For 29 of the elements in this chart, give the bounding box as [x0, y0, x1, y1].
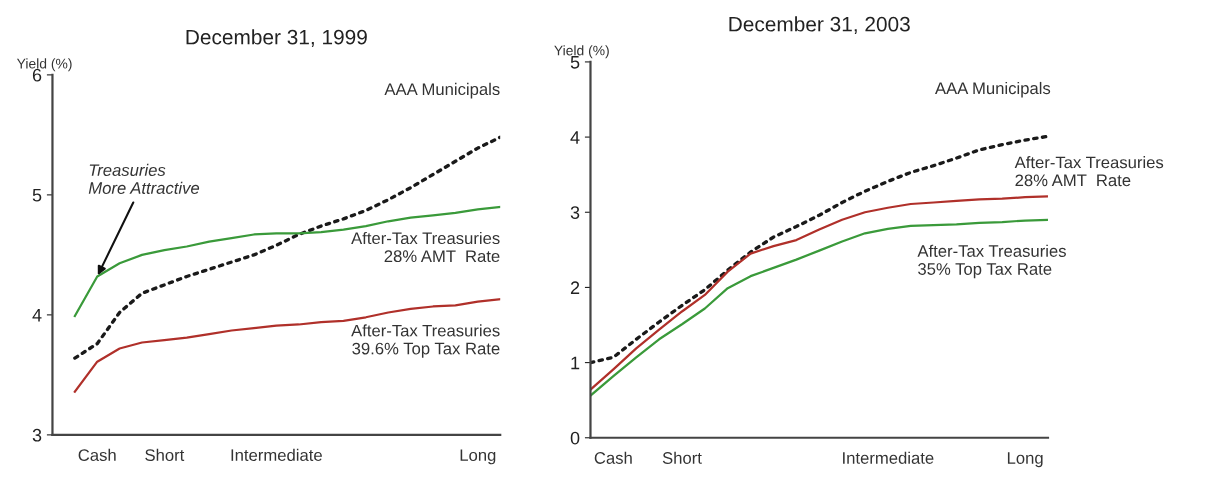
y-tick-label: 0 [570, 431, 580, 445]
y-tick-label: 5 [570, 56, 580, 69]
y-tick-label: 3 [32, 428, 42, 442]
y-tick-label: 2 [570, 281, 580, 294]
x-tick-label: Long [1007, 452, 1043, 468]
text: AAA Municipals [384, 82, 500, 99]
y-tick-label: 4 [570, 131, 580, 144]
y-tick-label: 1 [571, 356, 580, 370]
y-tick-label: 3 [570, 206, 580, 219]
series-label: After-Tax Treasuries 28% AMT Rate [1014, 156, 1164, 187]
annotation: Treasuries More Attractive [88, 163, 200, 194]
y-tick-label: 5 [32, 189, 42, 202]
chart-title: December 31, 2003 [729, 16, 910, 35]
x-tick-label: Short [145, 448, 185, 462]
x-tick-label: Intermediate [231, 448, 322, 462]
text: AAA Municipals [934, 81, 1051, 98]
line-series [73, 135, 501, 360]
series-label: After-Tax Treasuries 35% Top Tax Rate [917, 244, 1066, 279]
x-tick-label: Intermediate [843, 451, 934, 464]
x-tick-label: Long [460, 449, 496, 465]
series-label: After-Tax Treasuries 28% AMT Rate [351, 231, 500, 263]
x-tick-label: Cash [594, 451, 632, 464]
x-tick-label: Short [662, 451, 702, 464]
chart-title: December 31, 1999 [186, 29, 367, 47]
line-series [73, 205, 501, 318]
series-label: After-Tax Treasuries 39.6% Top Tax Rate [351, 324, 500, 358]
x-tick-label: Cash [78, 448, 116, 462]
y-tick-label: 4 [32, 309, 42, 322]
line-series [73, 298, 501, 393]
